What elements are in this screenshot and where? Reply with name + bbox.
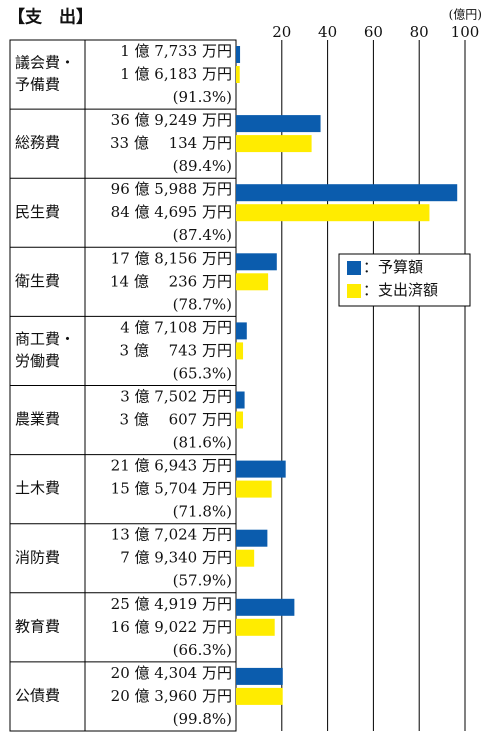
rate-label: (66.3%) — [173, 641, 232, 659]
legend-swatch — [347, 284, 361, 298]
rate-label: (89.4%) — [173, 157, 232, 175]
bar — [236, 549, 255, 567]
bar — [236, 273, 269, 291]
bar — [236, 204, 430, 222]
category-label: 予備費 — [15, 76, 60, 94]
rate-label: (99.8%) — [173, 710, 232, 728]
bar — [236, 480, 272, 498]
bar — [236, 667, 283, 685]
rate-label: (87.4%) — [173, 226, 232, 244]
value-label: 33 億 134 万円 — [110, 134, 232, 152]
category-label: 議会費・ — [15, 54, 75, 72]
bar — [236, 460, 286, 478]
value-label: 4 億 7,108 万円 — [120, 318, 232, 336]
bar — [236, 253, 277, 271]
category-label: 民生費 — [15, 203, 60, 221]
value-label: 15 億 5,704 万円 — [111, 480, 232, 498]
bar — [236, 184, 458, 202]
value-label: 20 億 4,304 万円 — [111, 664, 232, 682]
value-label: 3 億 7,502 万円 — [120, 388, 232, 406]
value-label: 20 億 3,960 万円 — [111, 687, 232, 705]
category-label: 消防費 — [15, 548, 60, 566]
value-label: 17 億 8,156 万円 — [111, 249, 232, 267]
category-label: 商工費・ — [15, 330, 75, 348]
chart-title: 【支 出】 — [8, 7, 93, 28]
legend-swatch — [347, 261, 361, 275]
rate-label: (91.3%) — [173, 88, 232, 106]
legend-label: ：予算額 — [363, 258, 423, 276]
x-tick-label: 20 — [272, 23, 291, 41]
category-label: 総務費 — [15, 134, 60, 152]
bar — [236, 529, 268, 547]
value-label: 14 億 236 万円 — [110, 272, 232, 290]
value-label: 25 億 4,919 万円 — [111, 595, 232, 613]
value-label: 36 億 9,249 万円 — [111, 111, 232, 129]
value-label: 21 億 6,943 万円 — [111, 457, 232, 475]
value-label: 7 億 9,340 万円 — [120, 549, 232, 567]
bar — [236, 618, 275, 636]
rate-label: (81.6%) — [173, 434, 232, 452]
bar — [236, 598, 295, 616]
category-label: 公債費 — [15, 686, 60, 704]
value-label: 96 億 5,988 万円 — [111, 180, 232, 198]
rate-label: (65.3%) — [173, 364, 232, 382]
x-tick-label: 100 — [451, 23, 480, 41]
category-label: 農業費 — [15, 410, 60, 428]
x-tick-label: 80 — [410, 23, 429, 41]
rate-label: (57.9%) — [173, 572, 232, 590]
x-tick-label: 60 — [364, 23, 383, 41]
value-label: 3 億 743 万円 — [120, 341, 232, 359]
category-label: 土木費 — [15, 479, 60, 497]
legend-label: ：支出済額 — [363, 281, 438, 299]
bar — [236, 46, 241, 63]
bar — [236, 135, 312, 153]
bar — [236, 411, 244, 429]
bar — [236, 342, 244, 360]
bar — [236, 687, 283, 705]
rate-label: (71.8%) — [173, 503, 232, 521]
rate-label: (78.7%) — [173, 295, 232, 313]
x-tick-label: 40 — [318, 23, 337, 41]
value-label: 1 億 6,183 万円 — [120, 65, 232, 83]
value-label: 16 億 9,022 万円 — [111, 618, 232, 636]
bar — [236, 322, 247, 340]
bar — [236, 391, 245, 409]
category-label: 教育費 — [15, 617, 60, 635]
value-label: 3 億 607 万円 — [120, 411, 232, 429]
value-label: 13 億 7,024 万円 — [111, 526, 232, 544]
value-label: 1 億 7,733 万円 — [120, 42, 232, 60]
category-label: 衛生費 — [15, 272, 60, 290]
value-label: 84 億 4,695 万円 — [111, 203, 232, 221]
category-label: 労働費 — [15, 352, 60, 370]
bar — [236, 115, 321, 133]
bar — [236, 66, 240, 83]
unit-label: (億円) — [449, 8, 482, 22]
